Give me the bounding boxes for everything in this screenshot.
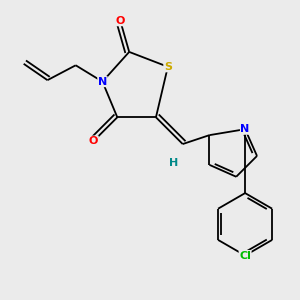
Text: N: N bbox=[241, 124, 250, 134]
Text: O: O bbox=[116, 16, 125, 26]
Text: O: O bbox=[89, 136, 98, 146]
Text: N: N bbox=[98, 76, 107, 87]
Text: S: S bbox=[164, 62, 172, 72]
Text: H: H bbox=[169, 158, 178, 168]
Text: Cl: Cl bbox=[239, 250, 251, 260]
